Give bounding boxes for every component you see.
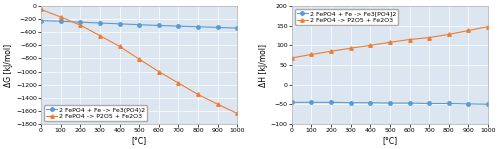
- 2 FePO4 + Fe -> Fe3[PO4]2: [387, 102, 393, 104]
- 2 FePO4 + Fe -> Fe3(PO4)2: [176, 25, 182, 27]
- Legend: 2 FePO4 + Fe -> Fe3[PO4]2, 2 FePO4 -> P2O5 + Fe2O3: 2 FePO4 + Fe -> Fe3[PO4]2, 2 FePO4 -> P2…: [295, 9, 398, 25]
- Y-axis label: ΔH [kJ/mol]: ΔH [kJ/mol]: [259, 44, 268, 87]
- 2 FePO4 + Fe -> Fe3[PO4]2: [308, 101, 314, 103]
- 2 FePO4 -> P2O5 + Fe2O3: [176, 82, 182, 84]
- 2 FePO4 -> P2O5 + Fe2O3: [485, 26, 491, 27]
- 2 FePO4 + Fe -> Fe3(PO4)2: [156, 25, 162, 26]
- 2 FePO4 -> P2O5 + Fe2O3: [77, 24, 83, 26]
- 2 FePO4 -> P2O5 + Fe2O3: [406, 39, 412, 40]
- 2 FePO4 -> P2O5 + Fe2O3: [156, 71, 162, 72]
- 2 FePO4 + Fe -> Fe3(PO4)2: [97, 22, 103, 24]
- 2 FePO4 -> P2O5 + Fe2O3: [426, 37, 432, 38]
- 2 FePO4 + Fe -> Fe3(PO4)2: [214, 27, 220, 28]
- 2 FePO4 + Fe -> Fe3(PO4)2: [38, 20, 44, 21]
- 2 FePO4 + Fe -> Fe3[PO4]2: [446, 103, 452, 104]
- 2 FePO4 -> P2O5 + Fe2O3: [466, 30, 471, 31]
- 2 FePO4 + Fe -> Fe3(PO4)2: [58, 20, 64, 22]
- 2 FePO4 + Fe -> Fe3[PO4]2: [406, 102, 412, 104]
- 2 FePO4 + Fe -> Fe3[PO4]2: [426, 103, 432, 104]
- 2 FePO4 -> P2O5 + Fe2O3: [38, 8, 44, 10]
- 2 FePO4 -> P2O5 + Fe2O3: [136, 58, 142, 60]
- 2 FePO4 -> P2O5 + Fe2O3: [348, 47, 354, 49]
- Line: 2 FePO4 + Fe -> Fe3(PO4)2: 2 FePO4 + Fe -> Fe3(PO4)2: [39, 19, 239, 30]
- X-axis label: [°C]: [°C]: [132, 136, 146, 145]
- 2 FePO4 -> P2O5 + Fe2O3: [97, 35, 103, 37]
- 2 FePO4 + Fe -> Fe3(PO4)2: [136, 24, 142, 26]
- 2 FePO4 -> P2O5 + Fe2O3: [289, 57, 295, 59]
- 2 FePO4 + Fe -> Fe3(PO4)2: [116, 23, 122, 25]
- Line: 2 FePO4 -> P2O5 + Fe2O3: 2 FePO4 -> P2O5 + Fe2O3: [39, 8, 239, 115]
- 2 FePO4 -> P2O5 + Fe2O3: [387, 41, 393, 43]
- 2 FePO4 -> P2O5 + Fe2O3: [234, 112, 240, 114]
- 2 FePO4 -> P2O5 + Fe2O3: [308, 53, 314, 55]
- Line: 2 FePO4 -> P2O5 + Fe2O3: 2 FePO4 -> P2O5 + Fe2O3: [290, 25, 490, 60]
- 2 FePO4 -> P2O5 + Fe2O3: [214, 103, 220, 105]
- 2 FePO4 + Fe -> Fe3[PO4]2: [348, 102, 354, 104]
- X-axis label: [°C]: [°C]: [382, 136, 398, 145]
- Y-axis label: ΔG [kJ/mol]: ΔG [kJ/mol]: [4, 44, 13, 87]
- 2 FePO4 + Fe -> Fe3(PO4)2: [234, 27, 240, 29]
- Line: 2 FePO4 + Fe -> Fe3[PO4]2: 2 FePO4 + Fe -> Fe3[PO4]2: [290, 101, 490, 106]
- 2 FePO4 + Fe -> Fe3[PO4]2: [368, 102, 374, 104]
- 2 FePO4 + Fe -> Fe3(PO4)2: [195, 26, 201, 28]
- 2 FePO4 -> P2O5 + Fe2O3: [195, 94, 201, 95]
- 2 FePO4 + Fe -> Fe3[PO4]2: [289, 101, 295, 103]
- 2 FePO4 + Fe -> Fe3[PO4]2: [466, 103, 471, 105]
- 2 FePO4 + Fe -> Fe3(PO4)2: [77, 21, 83, 23]
- 2 FePO4 -> P2O5 + Fe2O3: [328, 50, 334, 52]
- 2 FePO4 -> P2O5 + Fe2O3: [116, 45, 122, 47]
- 2 FePO4 -> P2O5 + Fe2O3: [58, 16, 64, 18]
- Legend: 2 FePO4 + Fe -> Fe3(PO4)2, 2 FePO4 -> P2O5 + Fe2O3: 2 FePO4 + Fe -> Fe3(PO4)2, 2 FePO4 -> P2…: [44, 105, 147, 121]
- 2 FePO4 -> P2O5 + Fe2O3: [368, 45, 374, 46]
- 2 FePO4 + Fe -> Fe3[PO4]2: [485, 103, 491, 105]
- 2 FePO4 + Fe -> Fe3[PO4]2: [328, 101, 334, 103]
- 2 FePO4 -> P2O5 + Fe2O3: [446, 34, 452, 35]
